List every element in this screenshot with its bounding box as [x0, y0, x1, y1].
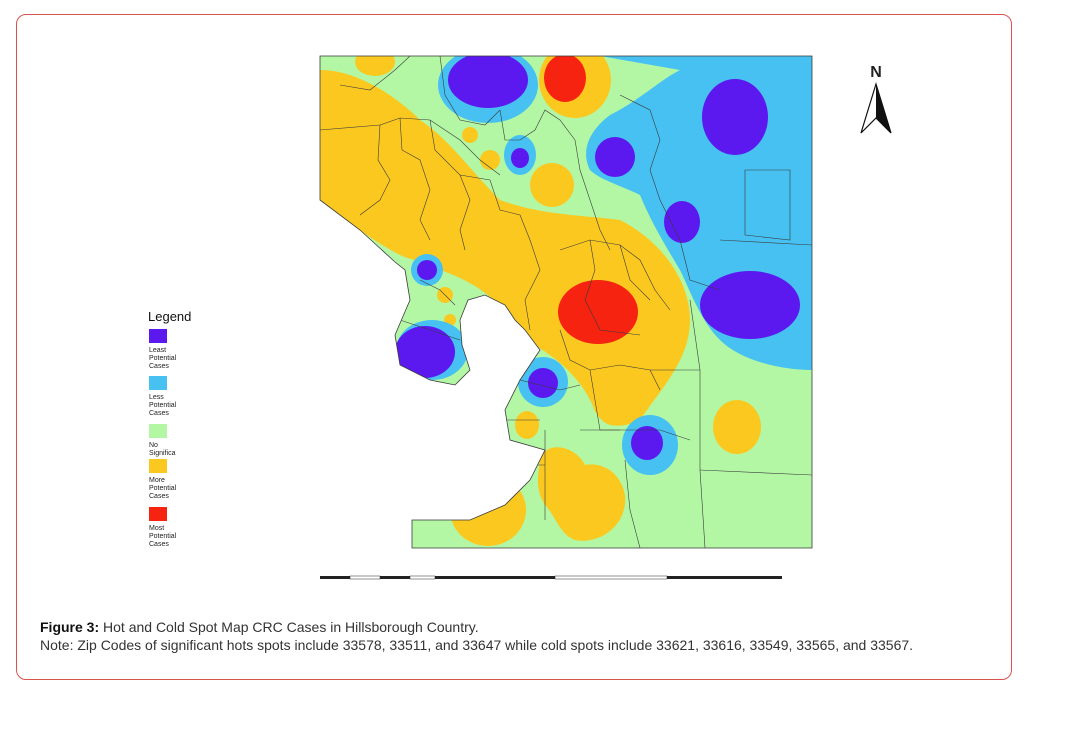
county-outline	[319, 55, 813, 549]
figure-caption: Figure 3: Hot and Cold Spot Map CRC Case…	[40, 618, 1000, 654]
legend-label-3-1: Potential	[149, 485, 177, 492]
legend: Legend LeastPotentialCasesLessPotentialC…	[148, 309, 191, 548]
hot-spot-north	[544, 56, 586, 102]
legend-swatch-3	[149, 459, 167, 473]
legend-swatch-0	[149, 329, 167, 343]
legend-label-2-1: Significa	[149, 450, 176, 457]
legend-label-0-1: Potential	[149, 355, 177, 362]
legend-label-1-1: Potential	[149, 402, 177, 409]
legend-label-1-0: Less	[149, 394, 164, 401]
north-label: N	[870, 64, 882, 81]
hot-spot-central	[558, 280, 638, 344]
legend-label-0-2: Cases	[149, 363, 169, 370]
legend-swatch-2	[149, 424, 167, 438]
legend-label-1-2: Cases	[149, 410, 169, 417]
legend-label-4-0: Most	[149, 525, 164, 532]
legend-label-3-0: More	[149, 477, 165, 484]
caption-note: Note: Zip Codes of significant hots spot…	[40, 637, 914, 653]
legend-label-4-2: Cases	[149, 541, 169, 548]
legend-label-3-2: Cases	[149, 493, 169, 500]
legend-label-2-0: No	[149, 442, 158, 449]
scale-bar	[320, 575, 782, 580]
legend-swatch-1	[149, 376, 167, 390]
cold-spot-west	[395, 326, 455, 378]
cold-spot-east	[700, 271, 800, 339]
caption-title-line: Figure 3: Hot and Cold Spot Map CRC Case…	[40, 618, 1000, 636]
north-arrow: N	[860, 64, 892, 134]
legend-swatch-4	[149, 507, 167, 521]
cold-spot-north	[448, 56, 528, 108]
legend-label-4-1: Potential	[149, 533, 177, 540]
caption-label: Figure 3:	[40, 619, 100, 635]
hotspot-surface	[320, 56, 812, 548]
legend-title: Legend	[148, 309, 191, 324]
cold-spot-northeast	[702, 79, 768, 155]
hotspot-map: N Legend LeastPotentialCasesLessPotentia…	[148, 55, 892, 580]
caption-title: Hot and Cold Spot Map CRC Cases in Hills…	[99, 619, 479, 635]
legend-label-0-0: Least	[149, 347, 166, 354]
